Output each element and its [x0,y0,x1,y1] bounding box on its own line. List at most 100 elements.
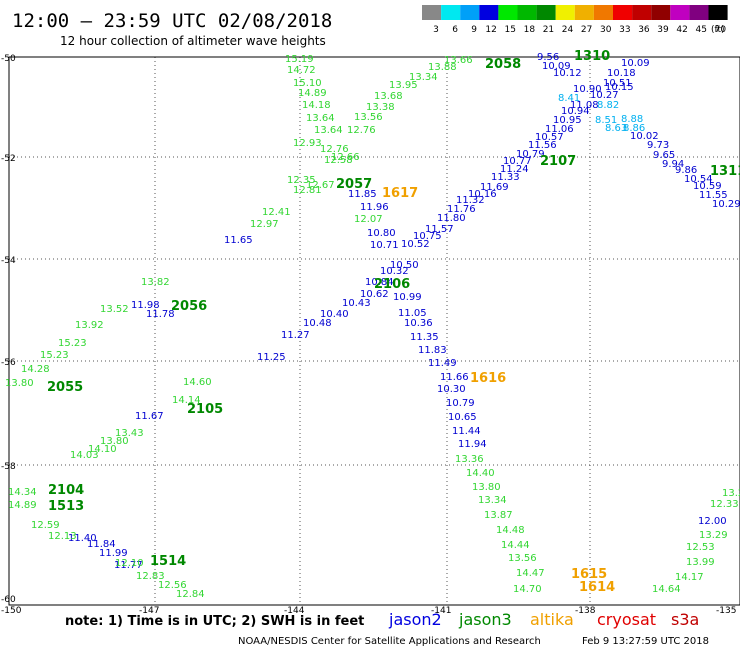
swh-value-jason2: 11.96 [360,202,389,213]
swh-value-jason2: 11.33 [491,172,520,183]
swh-value-jason2: 10.36 [404,318,433,329]
swh-value-jason3: 8.41 [558,93,580,104]
lat-tick-label: -56 [1,358,16,368]
swh-value-jason3: 12.07 [354,214,383,225]
swh-value-jason3: 14.17 [675,572,704,583]
pass-id-label: 2058 [485,57,521,72]
grid-lines [9,57,740,605]
swh-value-jason3: 13.23 [722,488,740,499]
swh-value-jason2: 9.73 [647,140,669,151]
swh-value-jason2: 9.94 [662,159,684,170]
swh-value-jason3: 14.03 [70,450,99,461]
swh-value-jason2: 10.30 [437,384,466,395]
swh-value-jason2: 11.40 [68,533,97,544]
swh-value-jason2: 12.00 [698,516,727,527]
lat-tick-label: -54 [1,256,16,266]
swh-value-jason2: 11.76 [447,204,476,215]
swh-value-jason3: 14.40 [466,468,495,479]
swh-value-jason2: 10.51 [603,78,632,89]
swh-value-jason3: 14.10 [88,444,117,455]
satellite-legend-label: jason3 [458,610,512,629]
lat-tick-label: -50 [1,54,16,64]
swh-value-jason3: 13.68 [374,91,403,102]
colorbar-label: 30 [600,25,612,35]
lat-tick-labels: -50 -52 -54 -56 -58 -60 [1,54,16,605]
swh-value-jason2: 9.65 [653,150,675,161]
swh-value-jason2: 10.84 [365,277,394,288]
colorbar-swatch [613,5,633,20]
satellite-legend-label: altika [530,610,574,629]
swh-value-jason3: 14.14 [172,395,201,406]
lon-tick-label: -135 [716,606,736,616]
lat-tick-label: -60 [1,595,16,605]
swh-value-jason2: 10.16 [468,189,497,200]
swh-value-jason2: 10.29 [712,199,740,210]
swh-value-jason3: 14.89 [298,88,327,99]
swh-value-jason2: 10.15 [605,82,634,93]
swh-value-jason3: 13.99 [686,557,715,568]
swh-value-jason2: 11.56 [528,140,557,151]
track-value-labels: 9.5610.0910.1210.9011.0810.9410.9511.061… [5,52,740,600]
swh-value-jason3: 13.64 [306,113,335,124]
swh-value-jason3: 12.59 [31,520,60,531]
swh-value-jason3: 14.60 [183,377,212,388]
swh-value-jason2: 11.24 [500,164,529,175]
pass-id-label: 1513 [48,499,84,514]
colorbar-swatch [536,5,556,20]
swh-value-jason2: 10.54 [684,174,713,185]
swh-value-jason2: 10.94 [561,106,590,117]
colorbar-swatch [632,5,652,20]
pass-id-label: 2106 [374,277,410,292]
swh-value-jason3: 8.88 [621,114,643,125]
colorbar-swatch [651,5,671,20]
swh-value-jason2: 11.49 [428,358,457,369]
swh-value-jason2: 10.59 [693,181,722,192]
colorbar-swatch [460,5,480,20]
swh-value-jason3: 8.86 [623,123,645,134]
swh-value-jason2: 10.50 [390,260,419,271]
swh-value-jason2: 11.05 [398,308,427,319]
swh-value-jason3: 13.66 [444,55,473,66]
swh-value-jason2: 11.84 [87,539,116,550]
swh-value-jason2: 10.12 [553,68,582,79]
swh-value-jason2: 11.98 [131,300,160,311]
colorbar-label: 45 [696,25,707,35]
swh-value-jason2: 11.80 [437,213,466,224]
swh-value-jason2: 11.32 [456,195,485,206]
colorbar-swatch [574,5,594,20]
page-title: 12:00 — 23:59 UTC 02/08/2018 [12,10,332,32]
pass-id-label: 1616 [470,371,506,386]
pass-id-label: 2056 [171,299,207,314]
swh-value-jason3: 12.56 [158,580,187,591]
swh-value-jason3: 12.76 [320,144,349,155]
swh-value-jason3: 14.70 [513,584,542,595]
swh-value-jason3: 13.64 [314,125,343,136]
swh-value-jason2: 11.08 [570,100,599,111]
swh-value-jason3: 12.53 [686,542,715,553]
swh-value-jason2: 10.32 [380,266,409,277]
swh-value-jason2: 10.62 [360,289,389,300]
colorbar-swatch [555,5,575,20]
colorbar-label: 39 [657,25,669,35]
colorbar-swatch [708,5,728,20]
swh-value-jason3: 15.19 [285,54,314,65]
swh-value-jason2: 11.78 [146,309,175,320]
swh-value-jason2: 10.57 [535,132,564,143]
swh-value-jason2: 11.99 [99,548,128,559]
lat-tick-label: -58 [1,462,16,472]
swh-value-jason3: 13.34 [478,495,507,506]
swh-value-jason2: 10.95 [553,115,582,126]
lat-tick-label: -52 [1,154,16,164]
swh-value-jason3: 8.51 [595,115,617,126]
colorbar-swatch [479,5,499,20]
swh-value-jason2: 11.44 [452,426,481,437]
swh-value-jason2: 11.27 [281,330,310,341]
swh-value-jason2: 11.35 [410,332,439,343]
swh-value-jason2: 10.99 [393,292,422,303]
pass-id-label: 1310 [574,49,610,64]
swh-value-jason3: 13.38 [366,102,395,113]
lon-tick-labels: -150 -147 -144 -141 -138 -135 [1,606,736,616]
colorbar-label: 24 [562,25,574,35]
swh-value-jason3: 12.58 [324,155,353,166]
colorbar-label: 12 [485,25,496,35]
